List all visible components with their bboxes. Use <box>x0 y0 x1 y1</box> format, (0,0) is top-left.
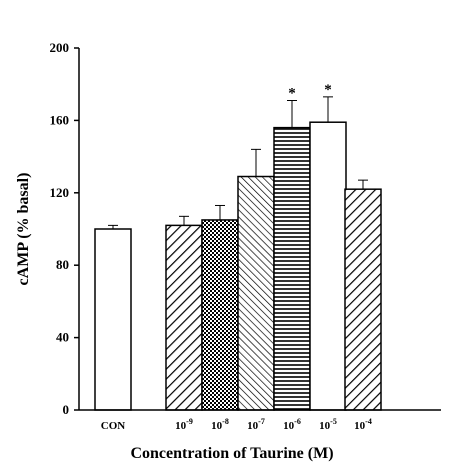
x-tick-label: 10-7 <box>247 417 265 432</box>
y-tick-label: 80 <box>56 257 69 272</box>
bar <box>165 224 203 411</box>
bar <box>201 219 239 411</box>
labels-layer: * * 0 40 80 120 160 200 CON 10-9 10-8 10-7 10-6 10-5 1… <box>15 40 372 462</box>
significance-marker: * <box>288 85 296 101</box>
bar <box>273 126 311 411</box>
axes-layer <box>74 47 441 411</box>
x-axis-title: Concentration of Taurine (M) <box>130 445 333 462</box>
bar <box>309 121 347 411</box>
y-axis-title: cAMP (% basal) <box>15 173 32 286</box>
bar <box>344 188 382 411</box>
x-tick-label: 10-8 <box>211 417 229 432</box>
y-tick-label: 0 <box>63 402 70 417</box>
x-tick-label: 10-6 <box>283 417 301 432</box>
x-tick-label: 10-5 <box>319 417 337 432</box>
x-tick-label: CON <box>101 420 126 432</box>
y-tick-label: 200 <box>50 40 70 55</box>
y-tick-label: 120 <box>50 185 70 200</box>
y-tick-label: 40 <box>56 330 69 345</box>
x-tick-label: 10-4 <box>354 417 372 432</box>
y-tick-label: 160 <box>50 112 70 127</box>
bar <box>237 175 275 411</box>
bar <box>94 228 132 411</box>
bars-layer <box>94 96 382 411</box>
x-tick-label: 10-9 <box>175 417 193 432</box>
significance-marker: * <box>324 82 332 98</box>
